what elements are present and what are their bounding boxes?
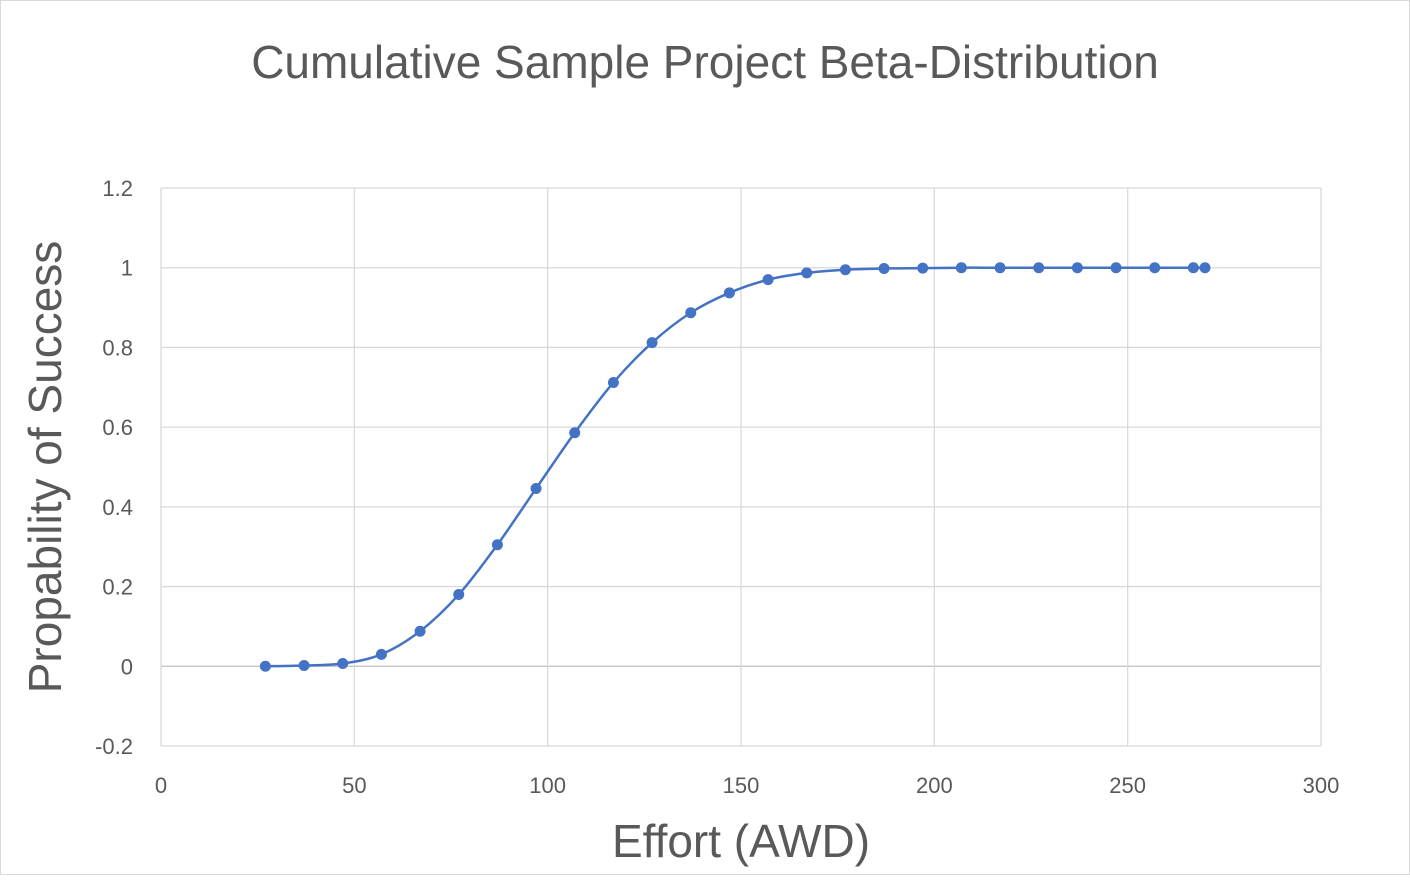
y-tick-label: 0.2 [102,575,133,600]
data-point [1199,262,1211,274]
data-point [607,377,619,389]
data-point [917,262,929,274]
y-axis-label: Propability of Success [19,241,71,694]
x-tick-label: 100 [529,773,566,798]
series-line [265,266,1205,668]
data-point [994,262,1006,274]
data-point [1149,262,1161,274]
gridlines [160,187,1322,747]
data-point [530,483,542,495]
data-point [1187,262,1199,274]
tick-labels: -0.2 0 0.2 0.4 0.6 0.8 1 1.2 0 50 100 150 200 250 300 [95,176,1339,798]
x-axis-label: Effort (AWD) [612,815,870,867]
data-point [723,287,735,299]
y-tick-label: 0 [121,654,133,679]
data-point [1110,262,1122,274]
y-tick-label: 0.6 [102,415,133,440]
data-point [955,262,967,274]
data-point [375,648,387,660]
data-point [685,307,697,319]
y-tick-label: 1.2 [102,176,133,201]
data-point [646,337,658,349]
x-tick-label: 50 [342,773,366,798]
y-tick-label: 0.8 [102,335,133,360]
data-point [1033,262,1045,274]
x-tick-label: 200 [916,773,953,798]
data-point [801,267,813,279]
data-point [298,659,310,671]
y-tick-label: 1 [121,256,133,281]
data-point [878,263,890,275]
data-point [414,625,426,637]
data-point [453,589,465,601]
y-tick-label: -0.2 [95,734,133,759]
data-point [259,660,271,672]
data-point [762,274,774,286]
series-points [259,262,1211,672]
data-point [337,657,349,669]
x-tick-label: 250 [1109,773,1146,798]
data-point [839,264,851,276]
chart-title: Cumulative Sample Project Beta-Distribut… [251,36,1159,88]
x-tick-label: 0 [155,773,167,798]
y-tick-label: 0.4 [102,495,133,520]
data-point [491,539,503,551]
x-tick-label: 300 [1303,773,1340,798]
x-tick-label: 150 [723,773,760,798]
data-point [1071,262,1083,274]
data-point [569,427,581,439]
